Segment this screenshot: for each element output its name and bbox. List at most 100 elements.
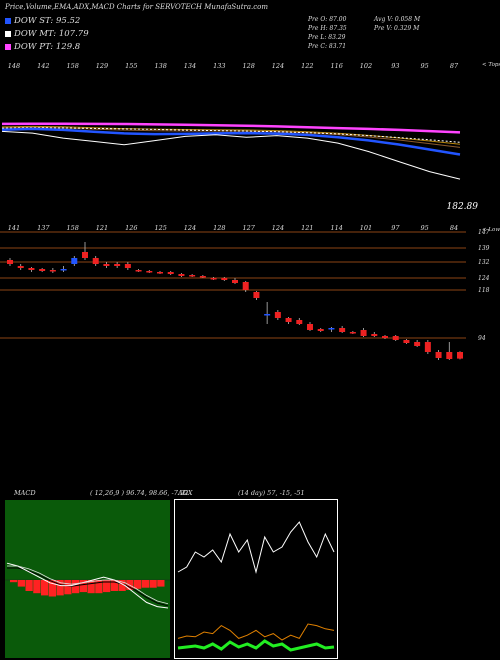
y-label-2: 132 (478, 259, 490, 266)
candle-body-42 (457, 352, 463, 359)
legend-dow-pt: DOW PT: 129.8 (5, 42, 80, 52)
dow-mt-label: DOW MT: 107.79 (14, 29, 89, 39)
lows-marker: < Lows (482, 227, 500, 233)
candle-body-37 (403, 340, 410, 343)
last-price-label: 182.89 (447, 202, 479, 212)
low-label-9: 124 (272, 224, 284, 232)
candle-body-25 (274, 312, 281, 318)
candle-body-14 (157, 272, 163, 274)
dow-st-swatch (5, 17, 11, 24)
candle-body-15 (167, 272, 174, 274)
candle-body-0 (7, 260, 13, 264)
candle-body-39 (424, 342, 431, 352)
macd-hist-bar-19 (157, 580, 165, 587)
macd-signal-line (7, 565, 169, 605)
ema-line-price (1, 130, 461, 180)
top-label-9: 124 (272, 62, 284, 70)
top-label-6: 134 (184, 62, 196, 70)
stat-avg-volume: Avg V: 0.058 M (374, 16, 421, 23)
adx-plus-di-line (177, 623, 335, 641)
top-label-12: 102 (360, 62, 372, 70)
candle-body-31 (339, 328, 346, 332)
macd-hist-bar-9 (79, 580, 87, 593)
adx-title: ADX (178, 489, 193, 497)
stat-low: Pre L: 83.29 (308, 34, 346, 41)
macd-line (6, 562, 169, 609)
macd-hist-bar-14 (118, 580, 126, 591)
y-label-3: 124 (478, 275, 490, 282)
macd-hist-bar-4 (41, 580, 49, 596)
y-label-4: 118 (478, 287, 490, 294)
macd-hist-bar-0 (10, 580, 18, 583)
candle-body-2 (28, 268, 35, 270)
low-label-12: 101 (360, 224, 372, 232)
low-labels-group: 141 137 158 121 126 125 124 128 127 124 121 114 101 9… (8, 224, 500, 233)
legend-dow-mt: DOW MT: 107.79 (5, 29, 89, 39)
candle-body-24 (264, 314, 271, 316)
candle-body-26 (285, 318, 292, 322)
top-label-8: 128 (242, 62, 254, 70)
macd-title: MACD (14, 489, 36, 497)
macd-hist-bar-17 (141, 580, 149, 588)
macd-hist-bar-1 (17, 580, 25, 587)
low-label-15: 84 (450, 224, 458, 232)
macd-hist-bar-3 (33, 580, 41, 594)
ema-lines-group: 182.89 (1, 122, 479, 212)
candle-body-41 (446, 352, 453, 359)
low-label-4: 126 (125, 224, 137, 232)
macd-hist-bar-2 (25, 580, 33, 591)
candle-body-27 (296, 320, 303, 324)
candle-body-34 (371, 334, 378, 336)
y-label-5: 94 (478, 335, 486, 342)
top-label-4: 155 (125, 62, 137, 70)
low-label-0: 141 (8, 224, 20, 232)
macd-hist-bar-12 (103, 580, 111, 593)
low-label-10: 121 (301, 224, 313, 232)
candle-body-21 (232, 280, 238, 283)
candle-body-4 (49, 270, 56, 272)
candle-body-32 (349, 332, 356, 334)
low-label-3: 121 (96, 224, 108, 232)
ema-line-st (1, 127, 461, 156)
ema-line-mt (1, 127, 461, 143)
adx-group (177, 521, 335, 652)
top-label-0: 148 (8, 62, 20, 70)
top-label-10: 122 (301, 62, 313, 70)
candle-body-22 (242, 282, 249, 290)
candle-body-19 (210, 278, 217, 280)
low-label-14: 95 (421, 224, 429, 232)
low-label-13: 97 (391, 224, 400, 232)
macd-hist-bar-7 (64, 580, 72, 595)
dow-mt-swatch (5, 30, 11, 37)
adx-line (177, 639, 335, 652)
adx-values: (14 day) 57, -15, -51 (238, 489, 305, 497)
y-label-1: 139 (478, 245, 490, 252)
candle-body-13 (146, 271, 153, 273)
top-label-1: 142 (37, 62, 49, 70)
candle-body-16 (178, 274, 185, 276)
macd-values: ( 12,26,9 ) 96.74, 98.66, -7.92 (90, 489, 189, 497)
top-label-5: 138 (154, 62, 166, 70)
candle-body-38 (414, 342, 421, 346)
low-label-1: 137 (37, 224, 50, 232)
macd-group (5, 562, 170, 609)
chart-title: Price,Volume,EMA,ADX,MACD Charts for SER… (5, 3, 269, 11)
macd-hist-bar-10 (87, 580, 95, 594)
top-label-7: 133 (213, 62, 225, 70)
candle-body-8 (92, 258, 99, 264)
candle-body-1 (17, 266, 24, 268)
dow-st-label: DOW ST: 95.52 (14, 16, 81, 26)
macd-hist-bar-8 (72, 580, 80, 594)
candle-body-36 (392, 336, 399, 340)
candle-body-28 (307, 324, 313, 330)
candle-body-11 (124, 264, 131, 268)
macd-panel (5, 500, 170, 658)
top-label-14: 95 (421, 62, 429, 70)
main-chart-svg: 148 142 158 129 155 138 134 133 128 124 122 116 102 9… (0, 62, 500, 360)
macd-hist-bar-5 (48, 580, 56, 597)
candle-body-12 (135, 270, 142, 272)
top-label-13: 93 (391, 62, 399, 70)
low-label-8: 127 (242, 224, 255, 232)
candle-body-30 (328, 328, 335, 330)
macd-hist-bar-6 (56, 580, 64, 596)
